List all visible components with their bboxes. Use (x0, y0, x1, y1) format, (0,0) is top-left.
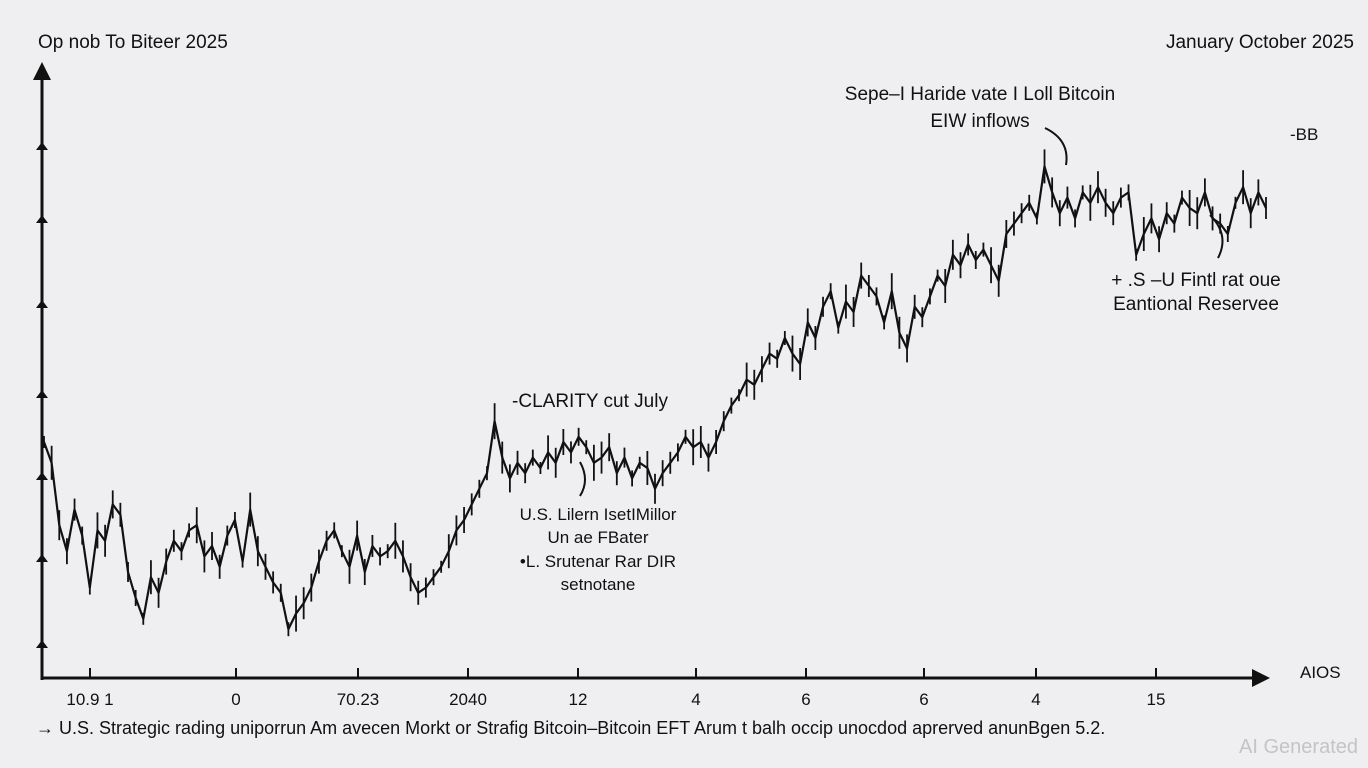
annotation-etf-inflows-line1: Sepe–I Haride vate I Loll Bitcoin (845, 84, 1115, 105)
x-tick-label: 12 (569, 690, 588, 709)
annotation-us-pointer (579, 461, 586, 497)
annotation-etf-inflows-line2: EIW inflows (930, 111, 1029, 132)
annotation-reserve-pointer (1209, 214, 1224, 259)
x-tick-label: 0 (231, 690, 240, 709)
x-tick-label: 6 (919, 690, 928, 709)
footnote: → U.S. Strategic rading uniporrun Am ave… (36, 718, 1106, 738)
x-tick-labels: 10.9 1 0 70.23 2040 12 4 6 6 4 15 (66, 668, 1165, 709)
y-axis-tick (36, 142, 48, 150)
chart-subtitle: January October 2025 (1165, 32, 1354, 53)
x-tick-label: 70.23 (337, 690, 380, 709)
x-tick-label: 4 (691, 690, 700, 709)
chart-title: Op nob To Biteer 2025 (38, 32, 228, 53)
x-tick-label: 4 (1031, 690, 1040, 709)
y-axis-tick (36, 472, 48, 480)
x-tick-label: 15 (1147, 690, 1166, 709)
y-axis-tick (36, 215, 48, 223)
x-tick-label: 10.9 1 (66, 690, 113, 709)
price-series (42, 149, 1267, 637)
y-axis-arrow (33, 62, 51, 80)
annotation-reserve-line2: Eantional Reservee (1113, 294, 1279, 315)
watermark: AI Generated (1239, 736, 1358, 758)
y-axis-label: -BB (1290, 125, 1318, 144)
annotation-reserve-line1: + .S –U Fintl rat oue (1111, 270, 1281, 291)
y-axis-tick (36, 300, 48, 308)
y-axis: -BB (33, 62, 1318, 680)
y-axis-tick (36, 390, 48, 398)
annotations: Sepe–I Haride vate I Loll Bitcoin EIW in… (512, 84, 1281, 594)
annotation-us-line2: Un ae FBater (547, 528, 648, 547)
x-axis-label: AIOS (1300, 663, 1341, 682)
x-tick-label: 6 (801, 690, 810, 709)
annotation-clarity-act: -CLARITY cut July (512, 391, 668, 412)
annotation-us-line4: setnotane (561, 575, 636, 594)
annotation-us-line1: U.S. Lilern IsetIMillor (520, 505, 677, 524)
x-tick-label: 2040 (449, 690, 487, 709)
y-axis-tick (36, 554, 48, 562)
annotation-us-line3: •L. Srutenar Rar DIR (520, 552, 676, 571)
x-axis: AIOS (42, 663, 1341, 687)
y-axis-tick (36, 640, 48, 648)
annotation-etf-inflows-pointer (1044, 127, 1068, 166)
x-axis-arrow (1252, 669, 1270, 687)
